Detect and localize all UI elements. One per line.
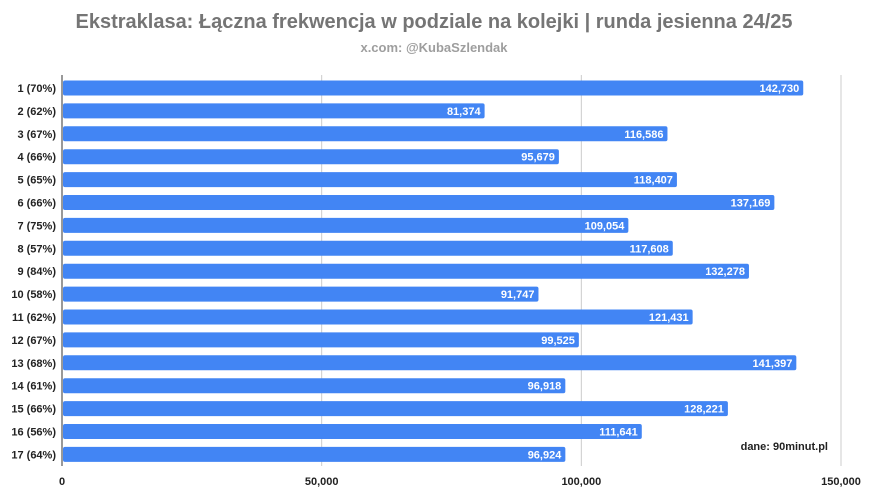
bar [63, 240, 673, 256]
bar-value-label: 137,169 [731, 198, 771, 210]
bar-value-label: 128,221 [684, 404, 724, 416]
category-label: 5 (65%) [17, 175, 56, 187]
bar [63, 103, 485, 119]
bar [63, 172, 677, 188]
bar-value-label: 99,525 [541, 335, 575, 347]
bar [63, 446, 566, 462]
chart-subtitle: x.com: @KubaSzlendak [360, 40, 508, 55]
bar-value-label: 121,431 [649, 312, 689, 324]
x-tick-label: 50,000 [305, 476, 339, 488]
category-label: 14 (61%) [11, 381, 56, 393]
bar [63, 332, 579, 348]
bar-value-label: 117,608 [630, 243, 669, 255]
bar-value-label: 95,679 [521, 152, 555, 164]
bar-value-label: 96,918 [528, 381, 562, 393]
bar [63, 217, 629, 233]
bar-value-label: 96,924 [528, 449, 563, 461]
x-tick-label: 150,000 [821, 476, 861, 488]
bar [63, 424, 642, 439]
bar [63, 195, 775, 210]
x-tick-label: 100,000 [561, 476, 601, 488]
category-label: 9 (84%) [17, 266, 56, 278]
category-label: 17 (64%) [11, 449, 56, 461]
category-label: 10 (58%) [11, 289, 56, 301]
bar [63, 149, 559, 165]
category-label: 4 (66%) [17, 152, 56, 164]
bar [63, 286, 539, 302]
bar-value-label: 116,586 [624, 129, 663, 141]
bar-value-label: 111,641 [599, 427, 638, 439]
category-label: 12 (67%) [11, 335, 56, 347]
category-label: 1 (70%) [17, 83, 56, 95]
bar [63, 80, 804, 96]
category-label: 2 (62%) [17, 106, 56, 118]
category-label: 11 (62%) [12, 312, 56, 324]
bar-value-label: 91,747 [501, 289, 535, 301]
source-note: dane: 90minut.pl [741, 441, 828, 453]
bar-value-label: 118,407 [634, 175, 673, 187]
category-label: 7 (75%) [17, 220, 56, 232]
bar [63, 263, 749, 279]
bar [63, 355, 797, 371]
bar-value-label: 81,374 [447, 106, 482, 118]
bar-value-label: 132,278 [705, 266, 745, 278]
category-label: 3 (67%) [17, 129, 56, 141]
category-label: 6 (66%) [17, 198, 56, 210]
category-label: 13 (68%) [11, 358, 56, 370]
category-label: 15 (66%) [11, 404, 56, 416]
bar [63, 126, 668, 142]
bar [63, 401, 728, 417]
bar [63, 378, 566, 394]
category-label: 8 (57%) [17, 243, 56, 255]
x-tick-label: 0 [59, 476, 65, 488]
bar [63, 309, 693, 325]
bar-value-label: 141,397 [753, 358, 793, 370]
bar-value-label: 109,054 [585, 220, 626, 232]
bar-value-label: 142,730 [759, 83, 799, 95]
category-label: 16 (56%) [11, 427, 56, 439]
chart-title: Ekstraklasa: Łączna frekwencja w podzial… [75, 11, 792, 33]
